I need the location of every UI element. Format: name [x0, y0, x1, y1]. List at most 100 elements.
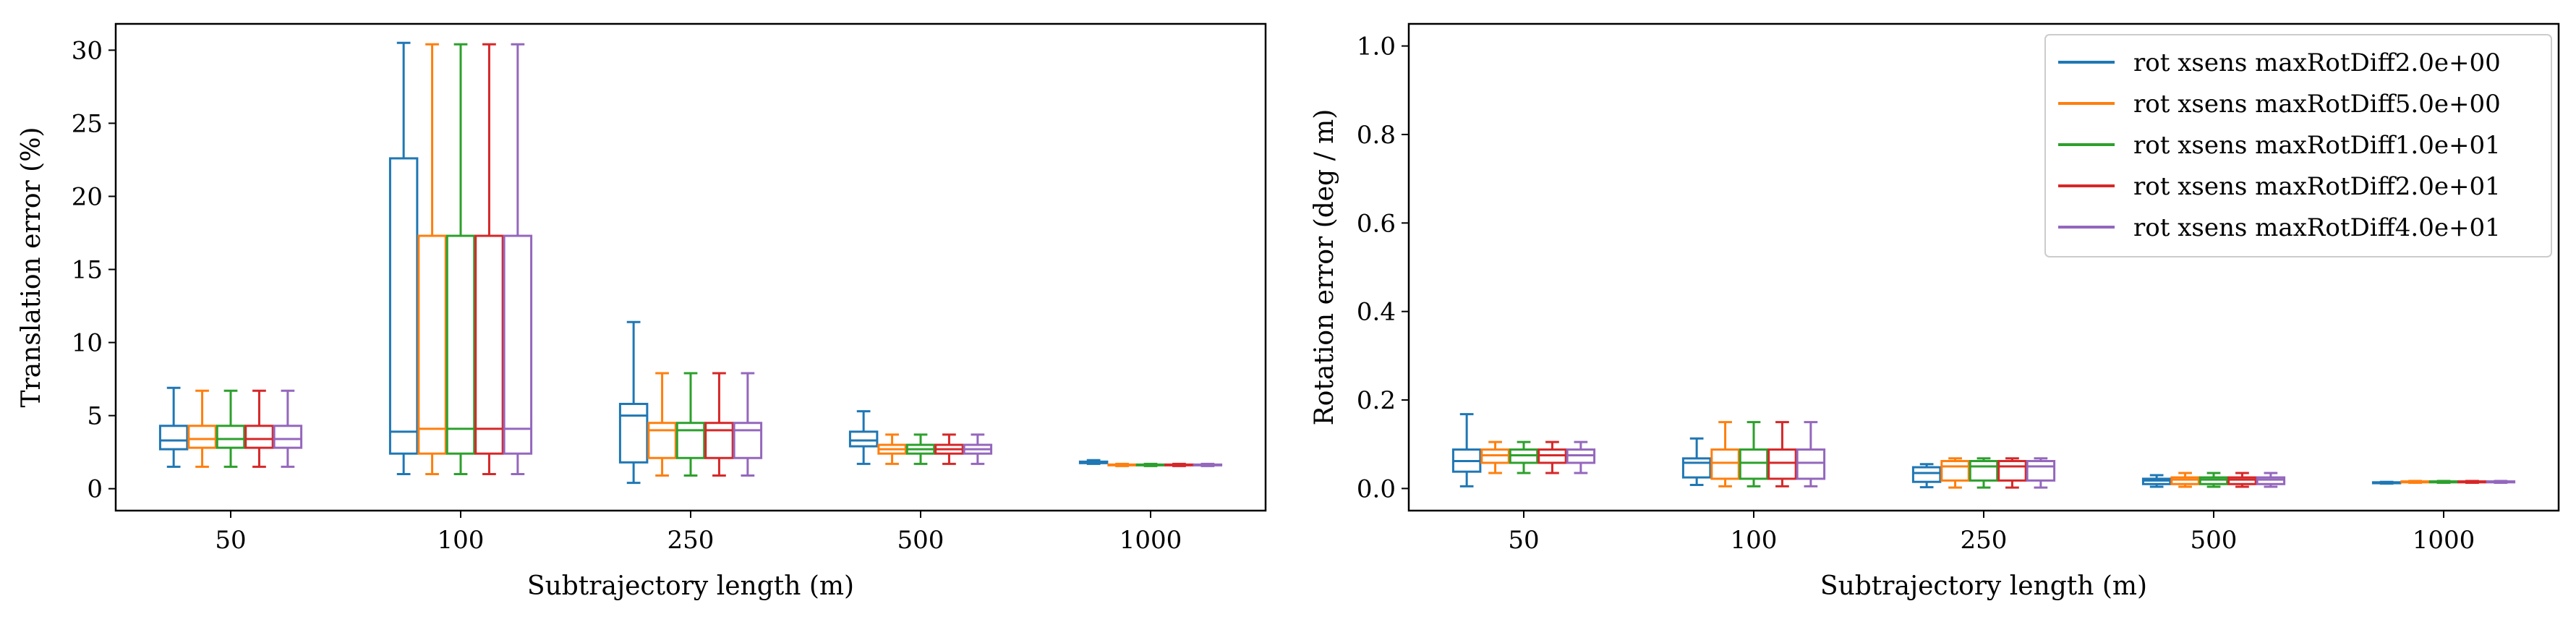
- box-body: [1969, 459, 1999, 482]
- box-3: [2170, 472, 2200, 488]
- box-2: [1997, 457, 2027, 489]
- y-tick-label: 0.8: [1357, 121, 1396, 150]
- y-tick-label: 0.4: [1357, 298, 1396, 327]
- box-3: [2141, 474, 2172, 488]
- box-body: [1940, 459, 1970, 482]
- plot-frame: [114, 22, 1267, 512]
- box-0: [1480, 440, 1510, 474]
- box-body: [675, 422, 706, 459]
- box-2: [647, 372, 677, 477]
- box-2: [733, 372, 763, 477]
- legend-entry: rot xsens maxRotDiff2.0e+01: [2133, 172, 2501, 201]
- box-1: [388, 41, 419, 475]
- box-4: [2428, 480, 2459, 484]
- y-tick-label: 10: [72, 329, 103, 358]
- y-tick-label: 0.2: [1357, 386, 1396, 415]
- box-body: [158, 425, 189, 451]
- y-axis-label: Rotation error (deg / m): [1310, 109, 1339, 426]
- box-0: [158, 386, 189, 468]
- box-body: [417, 234, 447, 455]
- x-tick-label: 1000: [2413, 526, 2475, 555]
- box-3: [2256, 472, 2286, 488]
- box-body: [474, 234, 504, 455]
- box-body: [2170, 476, 2200, 485]
- box-body: [1767, 448, 1797, 480]
- box-0: [1566, 440, 1596, 474]
- box-2: [2026, 457, 2056, 489]
- box-body: [244, 425, 274, 449]
- box-body: [273, 425, 303, 449]
- y-tick-label: 15: [72, 256, 103, 285]
- box-2: [1911, 463, 1942, 489]
- y-tick-label: 30: [72, 36, 103, 65]
- box-0: [1451, 413, 1482, 487]
- box-body: [647, 422, 677, 459]
- x-tick-label: 250: [668, 526, 715, 555]
- box-body: [1739, 448, 1769, 480]
- box-4: [2371, 480, 2402, 485]
- box-3: [848, 410, 879, 465]
- box-4: [1164, 462, 1194, 467]
- box-2: [1940, 457, 1970, 489]
- box-0: [273, 389, 303, 468]
- box-1: [1739, 421, 1769, 487]
- box-body: [1681, 457, 1712, 479]
- box-body: [1997, 459, 2027, 482]
- legend-entry: rot xsens maxRotDiff4.0e+01: [2133, 213, 2501, 242]
- box-body: [2198, 476, 2229, 485]
- box-4: [1193, 462, 1223, 467]
- box-3: [877, 433, 907, 465]
- box-body: [733, 422, 763, 459]
- x-tick-label: 50: [1508, 526, 1539, 555]
- box-body: [1911, 466, 1942, 483]
- box-1: [1710, 421, 1740, 487]
- box-body: [503, 234, 533, 455]
- x-tick-label: 100: [438, 526, 485, 555]
- legend: rot xsens maxRotDiff2.0e+00 rot xsens max…: [2044, 34, 2552, 257]
- box-2: [1969, 457, 1999, 489]
- box-body: [2026, 459, 2056, 482]
- box-1: [1681, 437, 1712, 487]
- box-body: [445, 234, 476, 455]
- x-tick-label: 50: [215, 526, 246, 555]
- box-4: [2486, 480, 2516, 484]
- box-0: [216, 389, 246, 468]
- box-0: [1538, 440, 1567, 474]
- y-tick-label: 5: [87, 402, 103, 431]
- box-4: [1135, 462, 1166, 467]
- y-tick-label: 0.0: [1357, 474, 1396, 503]
- box-body: [618, 402, 649, 464]
- box-body: [704, 422, 734, 459]
- box-3: [934, 433, 964, 465]
- legend-frame: [2044, 34, 2552, 257]
- box-1: [1767, 421, 1797, 487]
- box-body: [848, 430, 879, 448]
- box-3: [2227, 472, 2257, 488]
- plot-frame: [1407, 22, 2560, 512]
- box-0: [187, 389, 217, 468]
- box-3: [963, 433, 993, 465]
- box-body: [2227, 476, 2257, 485]
- y-axis-label: Translation error (%): [17, 127, 46, 408]
- box-2: [675, 372, 706, 477]
- y-tick-label: 1.0: [1357, 33, 1396, 61]
- y-tick-label: 0: [87, 475, 103, 504]
- x-axis-label: Subtrajectory length (m): [1820, 571, 2147, 601]
- x-tick-label: 500: [2191, 526, 2238, 555]
- box-1: [445, 43, 476, 475]
- y-tick-label: 20: [72, 182, 103, 211]
- box-4: [1107, 462, 1137, 467]
- legend-entry: rot xsens maxRotDiff1.0e+01: [2133, 131, 2501, 160]
- box-1: [1796, 421, 1826, 487]
- box-1: [474, 43, 504, 475]
- box-body: [2256, 476, 2286, 485]
- box-body: [1710, 448, 1740, 480]
- box-2: [704, 372, 734, 477]
- y-tick-label: 0.6: [1357, 209, 1396, 238]
- x-tick-label: 500: [897, 526, 944, 555]
- rotation-error-panel: 0.0 0.2 0.4 0.6 0.8 1.0 50 100 250 500 1000 Subtraj…: [1310, 22, 2560, 601]
- box-body: [187, 425, 217, 449]
- box-2: [618, 320, 649, 485]
- box-body: [1796, 448, 1826, 480]
